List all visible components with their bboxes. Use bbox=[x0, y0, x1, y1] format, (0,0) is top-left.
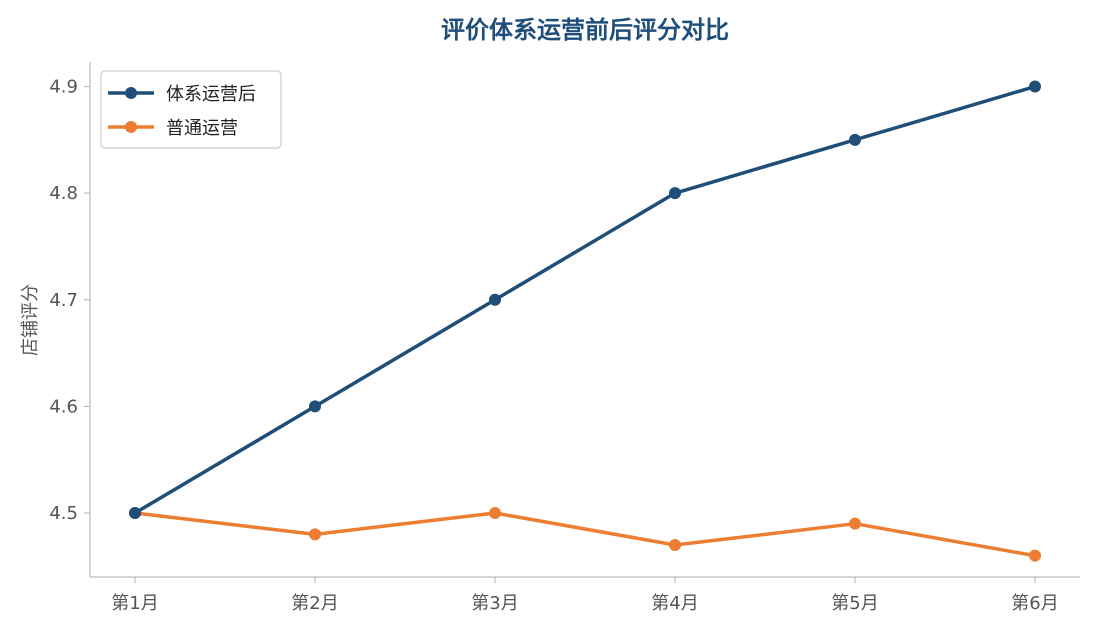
x-tick-label: 第4月 bbox=[651, 593, 698, 614]
x-tick-label: 第6月 bbox=[1011, 593, 1058, 614]
x-tick-label: 第2月 bbox=[291, 593, 338, 614]
data-point bbox=[669, 539, 681, 552]
data-point bbox=[849, 133, 861, 146]
y-tick-label: 4.6 bbox=[49, 396, 78, 417]
series-line bbox=[133, 511, 1037, 558]
y-tick-label: 4.8 bbox=[49, 183, 78, 204]
legend-label: 普通运营 bbox=[166, 118, 238, 139]
chart-title: 评价体系运营前后评分对比 bbox=[441, 16, 729, 44]
y-tick-label: 4.7 bbox=[49, 290, 78, 311]
legend-swatch-marker bbox=[125, 121, 137, 133]
x-tick-label: 第1月 bbox=[111, 593, 158, 614]
ticks-group: 4.5 4.6 4.7 4.8 4.9 第1月 第2月 第3月 第4月 第5月 第6月 bbox=[49, 77, 1058, 614]
data-point bbox=[1029, 549, 1041, 562]
x-tick-label: 第3月 bbox=[471, 593, 518, 614]
data-point bbox=[489, 293, 501, 306]
data-point bbox=[129, 507, 141, 520]
data-point bbox=[849, 517, 861, 530]
data-point bbox=[669, 187, 681, 200]
x-tick-label: 第5月 bbox=[831, 593, 878, 614]
y-axis-label: 店铺评分 bbox=[20, 284, 41, 356]
data-point bbox=[1029, 80, 1041, 93]
legend-swatch-marker bbox=[125, 87, 137, 99]
series-group bbox=[129, 80, 1041, 562]
legend-label: 体系运营后 bbox=[166, 84, 256, 105]
data-point bbox=[489, 507, 501, 520]
series-line bbox=[133, 84, 1037, 515]
y-tick-label: 4.9 bbox=[49, 77, 78, 98]
y-tick-label: 4.5 bbox=[49, 503, 78, 524]
data-point bbox=[309, 400, 321, 413]
data-point bbox=[309, 528, 321, 541]
